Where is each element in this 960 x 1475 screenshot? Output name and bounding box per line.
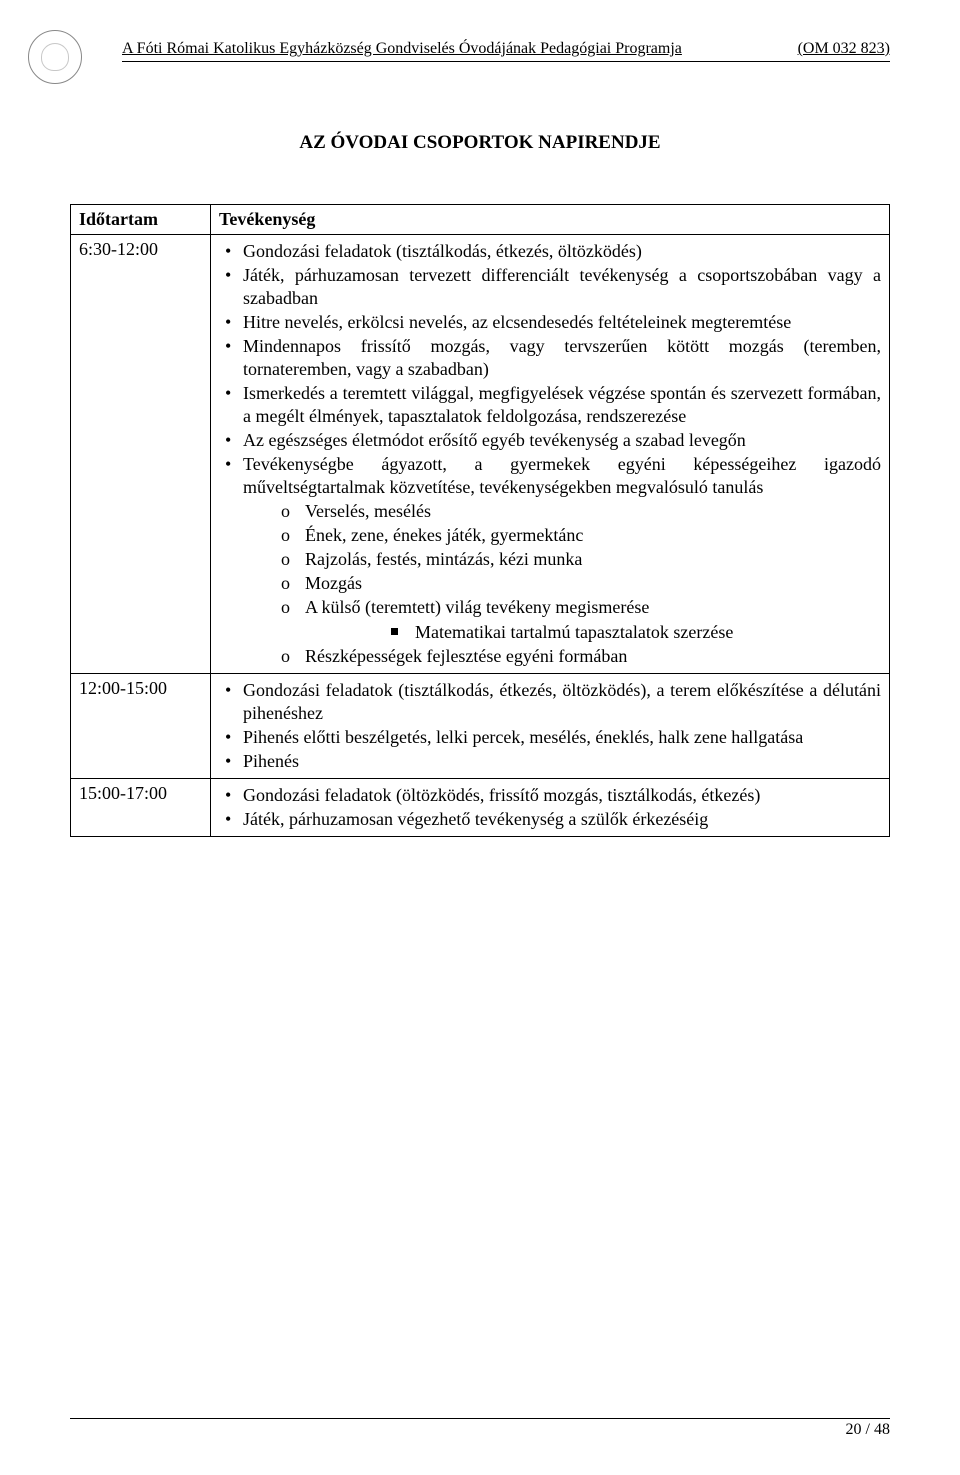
header-logo — [28, 30, 82, 84]
item-text: Mindennapos frissítő mozgás, vagy tervsz… — [243, 336, 881, 379]
bullet-list: Gondozási feladatok (tisztálkodás, étkez… — [219, 240, 881, 668]
col-header-activity: Tevékenység — [211, 205, 890, 235]
page-footer: 20 / 48 — [70, 1418, 890, 1439]
activity-cell: Gondozási feladatok (öltözködés, frissít… — [211, 778, 890, 836]
item-text: Tevékenységbe ágyazott, a gyermekek egyé… — [243, 454, 881, 497]
item-text: Gondozási feladatok (öltözködés, frissít… — [243, 785, 760, 805]
main-title: AZ ÓVODAI CSOPORTOK NAPIRENDJE — [70, 132, 890, 154]
time-cell: 6:30-12:00 — [71, 235, 211, 674]
list-item: Játék, párhuzamosan végezhető tevékenysé… — [219, 808, 881, 831]
list-item: Mozgás — [243, 572, 881, 595]
table-row: 12:00-15:00 Gondozási feladatok (tisztálk… — [71, 673, 890, 778]
item-text: Játék, párhuzamosan tervezett differenci… — [243, 265, 881, 308]
list-item: Pihenés előtti beszélgetés, lelki percek… — [219, 726, 881, 749]
list-item: Az egészséges életmódot erősítő egyéb te… — [219, 429, 881, 452]
sub-list-square: Matematikai tartalmú tapasztalatok szerz… — [305, 621, 881, 644]
activity-cell: Gondozási feladatok (tisztálkodás, étkez… — [211, 673, 890, 778]
list-item: Gondozási feladatok (tisztálkodás, étkez… — [219, 240, 881, 263]
list-item: A külső (teremtett) világ tevékeny megis… — [243, 596, 881, 643]
list-item: Verselés, mesélés — [243, 500, 881, 523]
list-item: Gondozási feladatok (öltözködés, frissít… — [219, 784, 881, 807]
page-number: 20 / 48 — [846, 1421, 890, 1438]
item-text: A külső (teremtett) világ tevékeny megis… — [305, 597, 649, 617]
item-text: Hitre nevelés, erkölcsi nevelés, az elcs… — [243, 312, 791, 332]
time-cell: 12:00-15:00 — [71, 673, 211, 778]
activity-cell: Gondozási feladatok (tisztálkodás, étkez… — [211, 235, 890, 674]
list-item: Részképességek fejlesztése egyéni formáb… — [243, 645, 881, 668]
item-text: Mozgás — [305, 573, 362, 593]
list-item: Pihenés — [219, 750, 881, 773]
item-text: Pihenés — [243, 751, 299, 771]
item-text: Részképességek fejlesztése egyéni formáb… — [305, 646, 627, 666]
header-title: A Fóti Római Katolikus Egyházközség Gond… — [122, 40, 682, 58]
list-item: Ismerkedés a teremtett világgal, megfigy… — [219, 382, 881, 428]
bullet-list: Gondozási feladatok (öltözködés, frissít… — [219, 784, 881, 831]
item-text: Matematikai tartalmú tapasztalatok szerz… — [415, 622, 733, 642]
sub-list-o: Verselés, mesélés Ének, zene, énekes játé… — [243, 500, 881, 667]
list-item: Mindennapos frissítő mozgás, vagy tervsz… — [219, 335, 881, 381]
header-code: (OM 032 823) — [798, 40, 890, 58]
item-text: Az egészséges életmódot erősítő egyéb te… — [243, 430, 746, 450]
time-cell: 15:00-17:00 — [71, 778, 211, 836]
list-item: Rajzolás, festés, mintázás, kézi munka — [243, 548, 881, 571]
col-header-time: Időtartam — [71, 205, 211, 235]
item-text: Ismerkedés a teremtett világgal, megfigy… — [243, 383, 881, 426]
page-header: A Fóti Római Katolikus Egyházközség Gond… — [122, 40, 890, 62]
item-text: Gondozási feladatok (tisztálkodás, étkez… — [243, 680, 881, 723]
item-text: Gondozási feladatok (tisztálkodás, étkez… — [243, 241, 642, 261]
table-row: 15:00-17:00 Gondozási feladatok (öltözköd… — [71, 778, 890, 836]
list-item: Játék, párhuzamosan tervezett differenci… — [219, 264, 881, 310]
item-text: Ének, zene, énekes játék, gyermektánc — [305, 525, 583, 545]
schedule-table: Időtartam Tevékenység 6:30-12:00 Gondozás… — [70, 204, 890, 837]
list-item: Matematikai tartalmú tapasztalatok szerz… — [305, 621, 881, 644]
logo-inner-shape — [41, 43, 69, 71]
bullet-list: Gondozási feladatok (tisztálkodás, étkez… — [219, 679, 881, 773]
list-item: Ének, zene, énekes játék, gyermektánc — [243, 524, 881, 547]
list-item: Hitre nevelés, erkölcsi nevelés, az elcs… — [219, 311, 881, 334]
item-text: Játék, párhuzamosan végezhető tevékenysé… — [243, 809, 708, 829]
list-item: Gondozási feladatok (tisztálkodás, étkez… — [219, 679, 881, 725]
item-text: Pihenés előtti beszélgetés, lelki percek… — [243, 727, 803, 747]
item-text: Rajzolás, festés, mintázás, kézi munka — [305, 549, 582, 569]
table-header-row: Időtartam Tevékenység — [71, 205, 890, 235]
table-row: 6:30-12:00 Gondozási feladatok (tisztálko… — [71, 235, 890, 674]
list-item: Tevékenységbe ágyazott, a gyermekek egyé… — [219, 453, 881, 667]
item-text: Verselés, mesélés — [305, 501, 431, 521]
